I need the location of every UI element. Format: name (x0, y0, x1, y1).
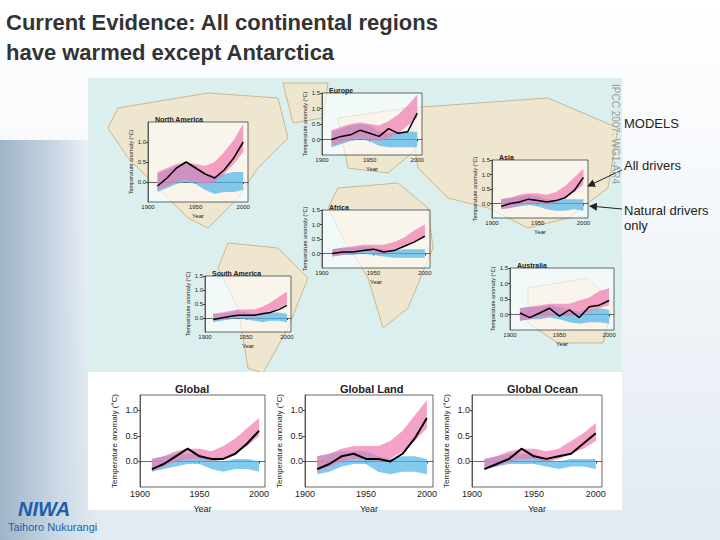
svg-text:2000: 2000 (602, 332, 616, 338)
svg-text:Temperature anomaly (°C): Temperature anomaly (°C) (490, 267, 496, 332)
html-text:All drivers: All drivers (624, 158, 682, 173)
svg-text:1.5: 1.5 (500, 265, 509, 271)
svg-text:1900: 1900 (315, 157, 329, 163)
svg-text:1950: 1950 (239, 334, 253, 340)
svg-text:Temperature anomaly (°C): Temperature anomaly (°C) (128, 130, 134, 195)
svg-text:0.0: 0.0 (500, 312, 509, 318)
svg-text:Global: Global (175, 383, 209, 395)
svg-text:South America: South America (212, 270, 261, 277)
svg-text:0.0: 0.0 (195, 315, 204, 321)
svg-text:0.5: 0.5 (125, 431, 138, 441)
svg-text:1900: 1900 (462, 489, 482, 499)
svg-text:1950: 1950 (367, 270, 381, 276)
svg-text:Africa: Africa (329, 204, 349, 211)
svg-text:1.0: 1.0 (482, 172, 491, 178)
svg-text:0.5: 0.5 (312, 236, 321, 242)
html-text:NIWA: NIWA (18, 498, 71, 520)
svg-text:Temperature anomaly (°C): Temperature anomaly (°C) (275, 394, 284, 488)
svg-text:Year: Year (366, 166, 378, 172)
svg-text:1.5: 1.5 (312, 90, 321, 96)
svg-text:1900: 1900 (503, 332, 517, 338)
svg-text:1.0: 1.0 (125, 405, 138, 415)
svg-text:2000: 2000 (417, 489, 437, 499)
svg-text:Year: Year (528, 504, 546, 514)
svg-text:1.5: 1.5 (312, 207, 321, 213)
svg-text:0.5: 0.5 (290, 431, 303, 441)
svg-text:Europe: Europe (329, 87, 353, 95)
svg-text:Temperature anomaly (°C): Temperature anomaly (°C) (472, 157, 478, 222)
svg-text:0.5: 0.5 (195, 301, 204, 307)
svg-text:1.0: 1.0 (195, 287, 204, 293)
svg-text:1900: 1900 (315, 270, 329, 276)
html-text:MODELS: MODELS (624, 116, 679, 131)
svg-text:1.0: 1.0 (138, 139, 147, 145)
svg-text:1.5: 1.5 (195, 273, 204, 279)
svg-text:2000: 2000 (411, 157, 425, 163)
svg-text:2000: 2000 (249, 489, 269, 499)
svg-text:1.0: 1.0 (290, 405, 303, 415)
svg-text:1900: 1900 (198, 334, 212, 340)
svg-text:Year: Year (192, 213, 204, 219)
svg-text:Year: Year (242, 343, 254, 349)
svg-text:Year: Year (534, 229, 546, 235)
svg-text:Temperature anomaly (°C): Temperature anomaly (°C) (302, 92, 308, 157)
svg-text:1950: 1950 (190, 489, 210, 499)
svg-text:Year: Year (193, 504, 211, 514)
svg-text:1950: 1950 (524, 489, 544, 499)
svg-text:2000: 2000 (586, 489, 606, 499)
svg-text:0.0: 0.0 (312, 251, 321, 257)
svg-text:1950: 1950 (356, 489, 376, 499)
svg-text:Asia: Asia (499, 154, 514, 161)
svg-text:1950: 1950 (553, 332, 567, 338)
svg-text:1900: 1900 (485, 220, 499, 226)
svg-text:0.0: 0.0 (138, 179, 147, 185)
svg-text:Temperature anomaly (°C): Temperature anomaly (°C) (302, 207, 308, 272)
svg-text:Australia: Australia (517, 262, 547, 269)
svg-text:1.0: 1.0 (457, 405, 470, 415)
svg-text:Year: Year (556, 341, 568, 347)
svg-text:0.5: 0.5 (312, 121, 321, 127)
svg-text:2000: 2000 (418, 270, 432, 276)
svg-text:0.0: 0.0 (290, 456, 303, 466)
svg-text:Global Land: Global Land (340, 383, 404, 395)
svg-text:1900: 1900 (141, 204, 155, 210)
svg-text:0.0: 0.0 (482, 201, 491, 207)
svg-text:1950: 1950 (189, 204, 203, 210)
svg-text:2000: 2000 (237, 204, 251, 210)
html-text:Natural drivers only: Natural drivers only (624, 203, 709, 233)
svg-text:1900: 1900 (130, 489, 150, 499)
svg-text:0.0: 0.0 (125, 456, 138, 466)
svg-text:North America: North America (155, 116, 203, 123)
svg-text:1900: 1900 (295, 489, 315, 499)
svg-text:0.5: 0.5 (482, 186, 491, 192)
svg-text:1.0: 1.0 (500, 281, 509, 287)
svg-text:1.5: 1.5 (482, 157, 491, 163)
html-text:IPCC 2007: WG1-AR4: IPCC 2007: WG1-AR4 (610, 84, 621, 184)
svg-text:0.5: 0.5 (138, 159, 147, 165)
svg-text:Temperature anomaly (°C): Temperature anomaly (°C) (185, 272, 191, 337)
svg-text:0.0: 0.0 (457, 456, 470, 466)
svg-text:Temperature anomaly (°C): Temperature anomaly (°C) (442, 394, 451, 488)
svg-text:Year: Year (360, 504, 378, 514)
html-text:have warmed except Antarctica: have warmed except Antarctica (6, 40, 335, 65)
html-text:Taihoro Nukurangi: Taihoro Nukurangi (8, 521, 98, 533)
svg-text:1950: 1950 (531, 220, 545, 226)
svg-text:1.0: 1.0 (312, 222, 321, 228)
svg-text:0.0: 0.0 (312, 137, 321, 143)
svg-text:1950: 1950 (363, 157, 377, 163)
svg-text:2000: 2000 (577, 220, 591, 226)
svg-text:2000: 2000 (280, 334, 294, 340)
svg-text:Year: Year (370, 279, 382, 285)
html-text:Current Evidence: All continen: Current Evidence: All continental region… (6, 10, 438, 35)
svg-text:0.5: 0.5 (500, 296, 509, 302)
svg-text:Global Ocean: Global Ocean (507, 383, 578, 395)
svg-text:0.5: 0.5 (457, 431, 470, 441)
svg-text:1.0: 1.0 (312, 106, 321, 112)
svg-text:Temperature anomaly (°C): Temperature anomaly (°C) (110, 394, 119, 488)
